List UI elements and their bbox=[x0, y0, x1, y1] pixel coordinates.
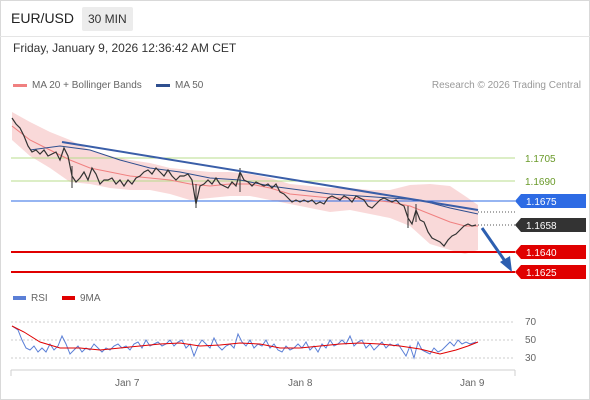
forecast-arrow bbox=[480, 227, 512, 272]
legend-rsi: RSI bbox=[13, 293, 48, 304]
legend-rsi-label: RSI bbox=[31, 293, 48, 304]
rsi-tick-50: 50 bbox=[525, 335, 537, 346]
timestamp: Friday, January 9, 2026 12:36:42 AM CET bbox=[13, 41, 237, 55]
legend-ma50: MA 50 bbox=[156, 80, 203, 91]
bollinger-band bbox=[12, 112, 478, 254]
legend-ma20: MA 20 + Bollinger Bands bbox=[13, 80, 142, 91]
trend-line bbox=[61, 141, 479, 211]
rsi-9ma-line bbox=[11, 325, 479, 355]
rsi-tick-30: 30 bbox=[525, 353, 537, 364]
instrument-title: EUR/USD bbox=[11, 10, 75, 26]
level-tag-last-text: 1.1658 bbox=[526, 221, 557, 232]
legend-9ma-label: 9MA bbox=[80, 293, 101, 304]
ma20-swatch bbox=[13, 83, 27, 87]
level-tag-1675-text: 1.1675 bbox=[526, 197, 557, 208]
9ma-swatch bbox=[62, 296, 75, 301]
x-tick-jan7: Jan 7 bbox=[115, 378, 140, 389]
legend-ma50-label: MA 50 bbox=[175, 80, 204, 91]
price-candles bbox=[11, 117, 477, 247]
ma50-swatch bbox=[156, 83, 170, 87]
x-tick-jan8: Jan 8 bbox=[288, 378, 313, 389]
timeframe-button[interactable]: 30 MIN bbox=[82, 7, 133, 31]
level-tag-1675: 1.1675 bbox=[515, 194, 586, 208]
rsi-line bbox=[11, 325, 477, 360]
x-tick-jan9: Jan 9 bbox=[460, 378, 485, 389]
chart-header: EUR/USD 30 MIN bbox=[0, 0, 590, 36]
header-divider bbox=[0, 36, 590, 37]
level-tag-1625: 1.1625 bbox=[515, 265, 586, 279]
rsi-tick-70: 70 bbox=[525, 317, 537, 328]
level-tag-1640: 1.1640 bbox=[515, 245, 586, 259]
legend-9ma: 9MA bbox=[62, 293, 101, 304]
level-tag-1625-text: 1.1625 bbox=[526, 268, 557, 279]
research-credit: Research © 2026 Trading Central bbox=[431, 80, 581, 91]
level-tag-1640-text: 1.1640 bbox=[526, 248, 557, 259]
rsi-swatch bbox=[13, 296, 26, 301]
level-tag-last: 1.1658 bbox=[515, 218, 586, 232]
legend-ma20-label: MA 20 + Bollinger Bands bbox=[32, 80, 142, 91]
level-label-1690: 1.1690 bbox=[525, 177, 556, 188]
level-label-1705: 1.1705 bbox=[525, 154, 556, 165]
